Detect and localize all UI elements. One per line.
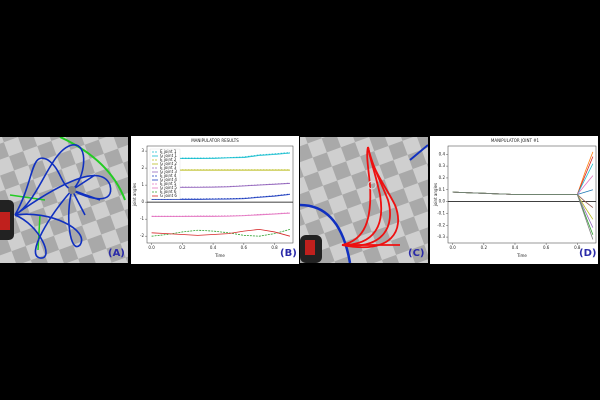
series-line bbox=[151, 193, 290, 200]
panel-label: (A) bbox=[108, 248, 125, 259]
legend-label: E joint 1 bbox=[160, 149, 177, 154]
panel-d bbox=[430, 136, 598, 264]
x-tick-label: 0.2 bbox=[179, 245, 186, 250]
series-line bbox=[151, 212, 290, 218]
legend-label: G joint 1 bbox=[160, 153, 177, 158]
legend-label: G joint 3 bbox=[160, 169, 177, 174]
x-tick-label: 0.4 bbox=[210, 245, 217, 250]
y-axis-label: joint angles bbox=[132, 183, 137, 207]
y-tick-label: 3 bbox=[141, 148, 144, 153]
y-tick-label: -0.2 bbox=[437, 222, 445, 227]
x-axis-label: Time bbox=[214, 253, 225, 258]
y-tick-label: 1 bbox=[141, 182, 144, 187]
plot-frame bbox=[447, 145, 597, 244]
panel-c-image bbox=[300, 137, 428, 263]
y-tick-label: -2 bbox=[140, 233, 144, 238]
series-line bbox=[151, 228, 291, 237]
legend-label: G joint 4 bbox=[160, 177, 177, 182]
legend-label: E joint 5 bbox=[160, 181, 177, 186]
y-tick-label: -0.1 bbox=[437, 210, 445, 215]
x-tick-label: 0.4 bbox=[512, 245, 519, 250]
y-tick-label: -1 bbox=[140, 216, 144, 221]
y-tick-label: 0 bbox=[141, 199, 144, 204]
chart-title: MANIPULATOR JOINT #1 bbox=[491, 138, 540, 143]
panel-label: (C) bbox=[408, 248, 424, 259]
legend-label: G joint 2 bbox=[160, 161, 177, 166]
y-tick-label: 0.1 bbox=[439, 187, 446, 192]
plot-frame bbox=[146, 145, 294, 244]
y-tick-label: 0.0 bbox=[439, 199, 446, 204]
x-axis-label: Time bbox=[516, 253, 527, 258]
legend-label: E joint 2 bbox=[160, 157, 177, 162]
series-line bbox=[151, 212, 290, 217]
legend-box bbox=[149, 148, 181, 200]
legend-label: E joint 3 bbox=[160, 165, 177, 170]
x-tick-label: 0.2 bbox=[481, 245, 488, 250]
series-line bbox=[151, 152, 290, 159]
x-tick-label: 0.0 bbox=[449, 245, 456, 250]
series-line bbox=[151, 229, 291, 237]
x-tick-label: 0.6 bbox=[241, 245, 248, 250]
series-line bbox=[151, 194, 290, 201]
x-tick-label: 0.8 bbox=[271, 245, 278, 250]
chart-title: MANIPULATOR RESULTS bbox=[191, 138, 239, 143]
y-tick-label: -0.3 bbox=[437, 234, 445, 239]
series-line bbox=[452, 191, 594, 240]
x-tick-label: 0.0 bbox=[148, 245, 155, 250]
y-tick-label: 0.3 bbox=[439, 163, 446, 168]
y-axis-label: joint angles bbox=[433, 183, 438, 207]
legend-label: E joint 6 bbox=[160, 189, 177, 194]
legend-label: E joint 4 bbox=[160, 173, 177, 178]
x-tick-label: 0.8 bbox=[574, 245, 581, 250]
y-tick-label: 0.4 bbox=[439, 151, 446, 156]
panel-label: (D) bbox=[579, 248, 596, 259]
y-tick-label: 0.2 bbox=[439, 175, 446, 180]
legend-label: G joint 6 bbox=[160, 193, 177, 198]
panel-label: (B) bbox=[280, 248, 297, 259]
legend-label: G joint 5 bbox=[160, 185, 177, 190]
x-tick-label: 0.6 bbox=[543, 245, 550, 250]
panel-a-image bbox=[0, 137, 128, 263]
y-tick-label: 2 bbox=[141, 165, 144, 170]
